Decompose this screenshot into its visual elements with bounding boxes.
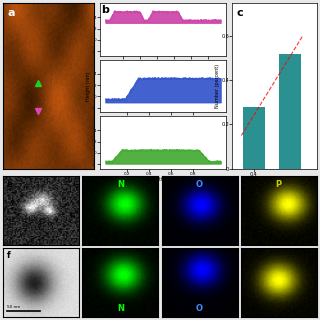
Text: P: P xyxy=(276,180,282,189)
Text: e: e xyxy=(7,180,13,189)
Text: b: b xyxy=(101,5,109,15)
Bar xyxy=(279,54,300,169)
Text: O: O xyxy=(196,180,203,189)
Text: N: N xyxy=(117,180,124,189)
X-axis label: Length  (μm): Length (μm) xyxy=(147,178,179,182)
Y-axis label: Number (percent): Number (percent) xyxy=(215,64,220,108)
Bar xyxy=(243,107,265,169)
Text: c: c xyxy=(236,8,243,18)
Text: O: O xyxy=(196,304,203,313)
Y-axis label: Height (nm): Height (nm) xyxy=(86,71,91,101)
Text: 50 nm: 50 nm xyxy=(7,305,20,308)
Text: f: f xyxy=(7,251,11,260)
Text: N: N xyxy=(117,304,124,313)
Text: a: a xyxy=(8,8,15,18)
